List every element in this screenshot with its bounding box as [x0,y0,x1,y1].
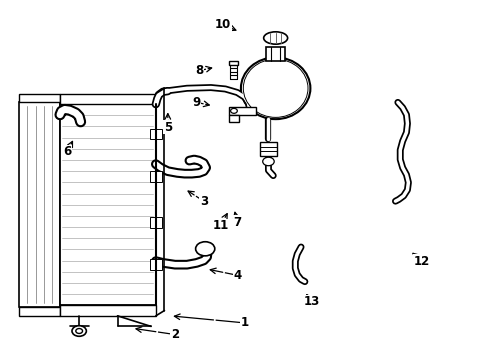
Text: 1: 1 [240,316,248,329]
Bar [150,171,161,182]
Text: 5: 5 [163,121,172,134]
Circle shape [230,108,237,113]
Text: 13: 13 [303,295,319,308]
Text: 6: 6 [63,145,71,158]
Bar [19,307,60,316]
Bar [60,104,156,305]
Text: 8: 8 [194,64,203,77]
Text: 10: 10 [214,18,231,31]
Ellipse shape [241,57,310,119]
Text: 11: 11 [212,219,228,232]
Text: 2: 2 [171,328,179,341]
Text: 12: 12 [413,255,429,267]
Bar [265,47,285,61]
Bar [150,129,161,139]
Bar [60,305,156,316]
Circle shape [195,242,214,256]
Bar [19,94,60,102]
Circle shape [72,326,86,336]
Bar [150,259,161,270]
Bar [150,217,161,228]
Bar [259,142,277,156]
Text: 4: 4 [233,269,241,282]
Text: 3: 3 [199,195,207,208]
Text: 7: 7 [233,216,241,229]
Ellipse shape [263,32,287,44]
Bar [19,102,60,307]
Bar [228,61,238,66]
Bar [229,115,238,122]
Circle shape [262,157,274,166]
Bar [229,107,255,115]
Circle shape [76,329,82,333]
Text: 9: 9 [192,96,200,109]
Bar [60,94,156,104]
